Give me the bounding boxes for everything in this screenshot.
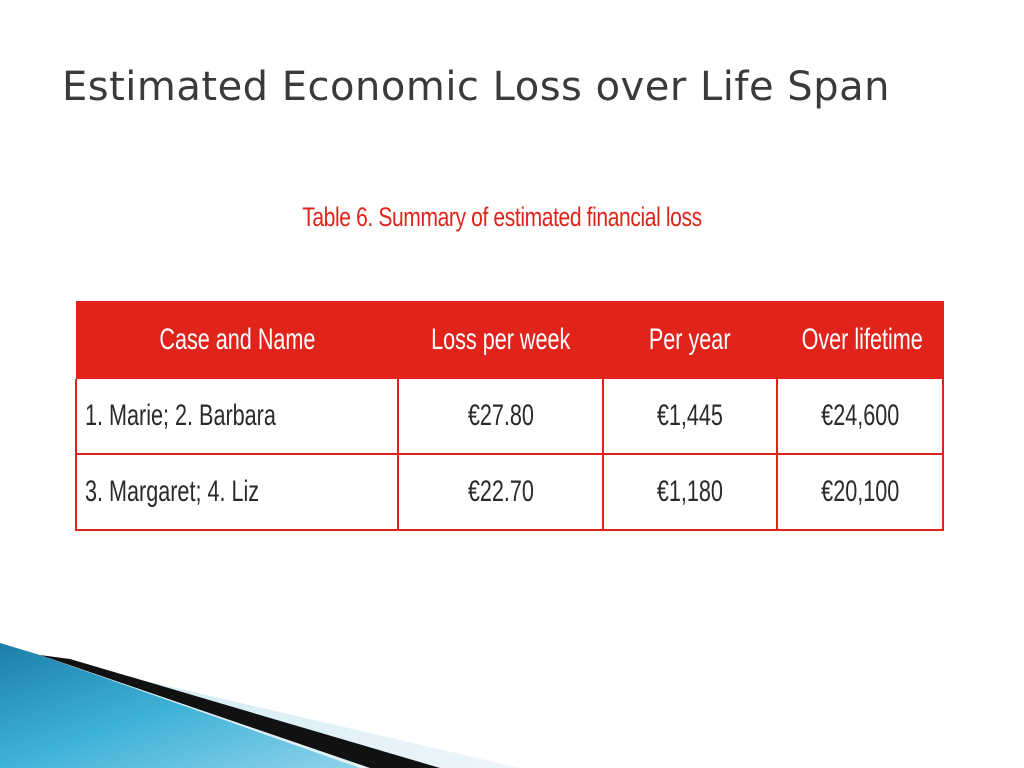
cell-text: €22.70 (467, 475, 534, 508)
cell-over-lifetime: €20,100 (776, 454, 944, 531)
cell-text: €27.80 (467, 399, 534, 432)
blue-wedge (0, 643, 360, 768)
column-header-per-year: Per year (602, 301, 778, 379)
dark-stripe (40, 655, 440, 768)
pale-blue-wedge (60, 661, 520, 768)
cell-over-lifetime: €24,600 (776, 379, 944, 455)
cell-case-and-name: 1. Marie; 2. Barbara (75, 379, 399, 455)
column-header-over-lifetime: Over lifetime (776, 301, 944, 379)
cell-case-and-name: 3. Margaret; 4. Liz (75, 454, 399, 531)
cell-text: 1. Marie; 2. Barbara (85, 399, 276, 432)
cell-text: €20,100 (820, 475, 900, 508)
column-header-label: Loss per week (430, 323, 571, 356)
table-header-row: Case and Name Loss per week Per year Ove… (75, 301, 944, 379)
column-header-label: Case and Name (158, 323, 316, 356)
cell-per-year: €1,445 (602, 379, 778, 455)
cell-text: 3. Margaret; 4. Liz (85, 475, 260, 508)
cell-text: €1,180 (656, 475, 724, 508)
table-caption: Table 6. Summary of estimated financial … (302, 202, 702, 232)
column-header-case-and-name: Case and Name (75, 301, 399, 379)
column-header-label: Over lifetime (801, 323, 923, 356)
column-header-loss-per-week: Loss per week (397, 301, 604, 379)
cell-loss-per-week: €27.80 (397, 379, 604, 455)
column-header-label: Per year (649, 323, 731, 356)
cell-loss-per-week: €22.70 (397, 454, 604, 531)
cell-per-year: €1,180 (602, 454, 778, 531)
table-row: 1. Marie; 2. Barbara €27.80 €1,445 €24,6… (75, 379, 944, 455)
slide-title: Estimated Economic Loss over Life Span (62, 64, 890, 110)
financial-loss-table: Case and Name Loss per week Per year Ove… (75, 301, 944, 531)
cell-text: €1,445 (656, 399, 724, 432)
cell-text: €24,600 (820, 399, 900, 432)
corner-swoosh-decoration (0, 643, 520, 768)
table-row: 3. Margaret; 4. Liz €22.70 €1,180 €20,10… (75, 454, 944, 531)
